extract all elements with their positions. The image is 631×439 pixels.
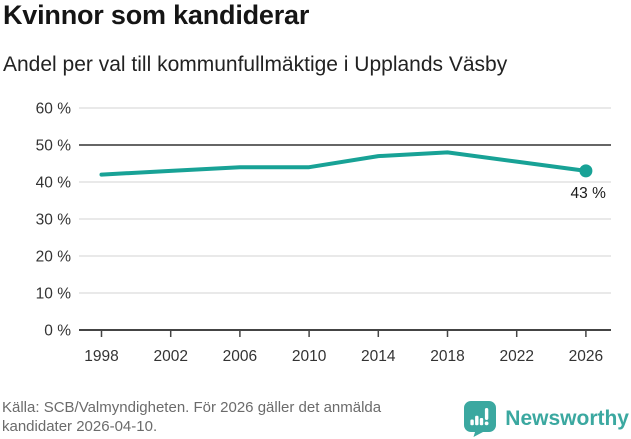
x-tick-label: 2014 <box>361 348 396 365</box>
y-tick-label: 50 % <box>36 138 72 155</box>
x-tick-label: 2026 <box>569 348 603 365</box>
end-value-label: 43 % <box>571 185 607 202</box>
y-tick-label: 10 % <box>36 286 72 303</box>
logo-bar-2 <box>475 415 479 426</box>
x-tick-label: 2002 <box>153 348 187 365</box>
logo-exclamation-stroke <box>485 408 489 420</box>
newsworthy-logo-text: Newsworthy <box>505 406 629 430</box>
newsworthy-logo-icon <box>464 401 497 437</box>
x-tick-label: 2006 <box>223 348 257 365</box>
x-tick-label: 2022 <box>499 348 533 365</box>
chart-title: Kvinnor som kandiderar <box>3 0 310 30</box>
y-tick-label: 0 % <box>44 323 71 340</box>
y-tick-label: 40 % <box>36 175 72 192</box>
logo-bar-1 <box>470 419 475 426</box>
end-point-marker <box>579 164 593 178</box>
y-tick-label: 20 % <box>36 249 72 266</box>
line-chart: 0 % 10 % 20 % 30 % 40 % 50 % 60 % 1998 2002 2006 2… <box>36 101 611 365</box>
x-tick-label: 2010 <box>292 348 327 365</box>
newsworthy-logo: Newsworthy <box>463 400 629 437</box>
x-tick-label: 2018 <box>430 348 464 365</box>
logo-bar-3 <box>480 418 484 426</box>
x-tick-label: 1998 <box>84 348 118 365</box>
chart-subtitle: Andel per val till kommunfullmäktige i U… <box>3 53 508 76</box>
logo-exclamation-dot <box>484 421 489 426</box>
y-tick-label: 30 % <box>36 212 72 229</box>
source-note: Källa: SCB/Valmyndigheten. För 2026 gäll… <box>2 399 382 435</box>
y-tick-label: 60 % <box>36 101 72 118</box>
footer: Källa: SCB/Valmyndigheten. För 2026 gäll… <box>2 398 629 437</box>
data-line <box>99 150 588 177</box>
